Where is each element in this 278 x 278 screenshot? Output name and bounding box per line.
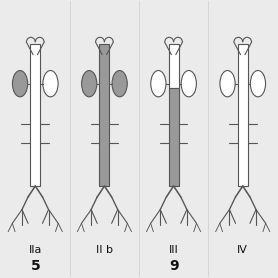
Ellipse shape	[250, 71, 265, 97]
Bar	[168, 88, 178, 186]
Ellipse shape	[82, 71, 97, 97]
Ellipse shape	[220, 71, 235, 97]
Text: 5: 5	[30, 259, 40, 273]
Ellipse shape	[43, 71, 58, 97]
Ellipse shape	[151, 71, 166, 97]
Bar	[168, 44, 178, 88]
Bar	[30, 44, 40, 186]
Bar	[238, 44, 248, 186]
Text: IV: IV	[237, 245, 248, 255]
Bar	[100, 44, 110, 186]
Ellipse shape	[181, 71, 196, 97]
Ellipse shape	[13, 71, 28, 97]
Text: IIa: IIa	[29, 245, 42, 255]
Text: III: III	[169, 245, 178, 255]
Text: II b: II b	[96, 245, 113, 255]
Text: 9: 9	[169, 259, 178, 273]
Ellipse shape	[112, 71, 127, 97]
